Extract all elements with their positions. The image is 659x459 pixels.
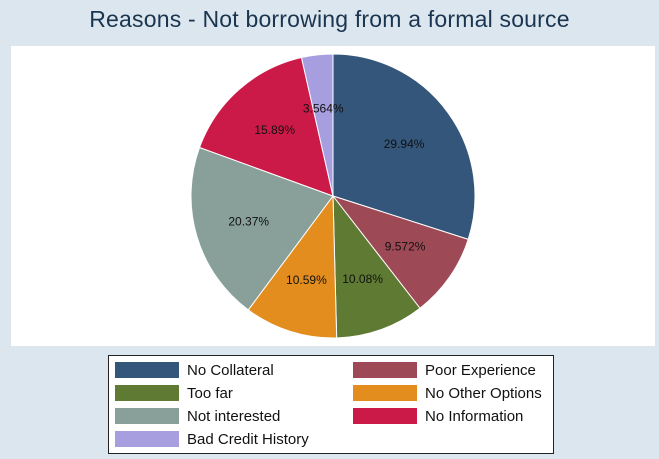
legend-label-no-other-options: No Other Options <box>425 384 542 402</box>
pie-slice-bad-credit-history <box>300 53 334 197</box>
pie-slice-no-collateral <box>332 53 476 240</box>
legend-item-bad-credit-history: Bad Credit History <box>115 428 309 450</box>
legend-item-no-other-options: No Other Options <box>353 382 542 404</box>
legend-item-too-far: Too far <box>115 382 233 404</box>
legend-swatch-no-information <box>353 408 417 424</box>
pie-slice-label-no-other-options: 10.59% <box>286 273 327 287</box>
legend-swatch-no-other-options <box>353 385 417 401</box>
pie-slice-labels: 29.94% 9.572% 10.08% 10.59% 20.37% 15.89% 3.56… <box>228 102 425 287</box>
legend-swatch-not-interested <box>115 408 179 424</box>
pie-slice-label-bad-credit-history: 3.564% <box>303 102 344 116</box>
pie-slice-label-no-information: 15.89% <box>254 123 295 137</box>
chart-title: Reasons - Not borrowing from a formal so… <box>89 6 570 32</box>
pie-slice-too-far <box>332 194 421 339</box>
legend: No Collateral Poor Experience Too far No Ot… <box>108 355 554 454</box>
pie-slice-label-no-collateral: 29.94% <box>384 137 425 151</box>
legend-label-not-interested: Not interested <box>187 407 281 425</box>
legend-item-no-information: No Information <box>353 405 523 427</box>
legend-label-bad-credit-history: Bad Credit History <box>187 430 309 448</box>
legend-swatch-bad-credit-history <box>115 431 179 447</box>
legend-swatch-no-collateral <box>115 362 179 378</box>
legend-label-no-collateral: No Collateral <box>187 361 274 379</box>
pie-slice-label-not-interested: 20.37% <box>228 214 269 228</box>
pie-slice-no-information <box>198 56 334 197</box>
pie-slice-no-other-options <box>247 194 338 339</box>
pie-slice-not-interested <box>190 146 334 311</box>
pie-slice-label-poor-experience: 9.572% <box>385 240 426 254</box>
legend-swatch-too-far <box>115 385 179 401</box>
pie-slice-label-too-far: 10.08% <box>342 272 383 286</box>
legend-label-no-information: No Information <box>425 407 524 425</box>
legend-item-poor-experience: Poor Experience <box>353 359 536 381</box>
legend-swatch-poor-experience <box>353 362 417 378</box>
legend-label-poor-experience: Poor Experience <box>425 361 536 379</box>
pie-slices <box>190 53 476 339</box>
legend-item-not-interested: Not interested <box>115 405 280 427</box>
pie-slice-poor-experience <box>331 195 469 309</box>
legend-item-no-collateral: No Collateral <box>115 359 274 381</box>
legend-label-too-far: Too far <box>187 384 233 402</box>
